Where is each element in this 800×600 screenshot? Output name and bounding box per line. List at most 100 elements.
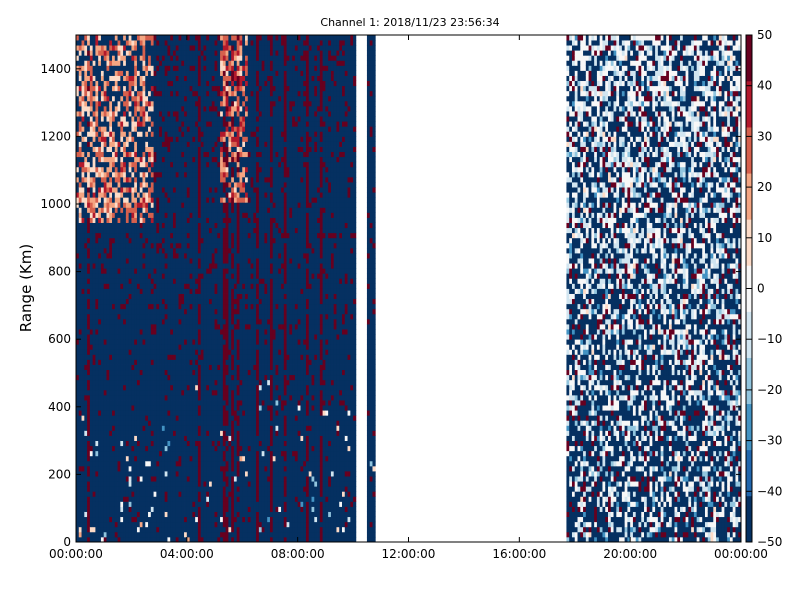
heatmap-cell <box>203 126 207 132</box>
heatmap-cell <box>125 70 130 76</box>
heatmap-cell <box>145 187 149 193</box>
heatmap-cell <box>189 253 193 259</box>
heatmap-cell <box>106 339 110 345</box>
heatmap-cell <box>181 460 185 467</box>
heatmap-cell <box>178 476 182 482</box>
heatmap-cell <box>139 425 143 431</box>
heatmap-cell <box>98 197 102 203</box>
heatmap-cell <box>78 121 82 127</box>
heatmap-cell <box>172 156 177 163</box>
heatmap-cell <box>153 85 157 92</box>
heatmap-cell <box>195 400 199 406</box>
heatmap-cell <box>206 85 210 92</box>
heatmap-cell <box>87 496 91 502</box>
heatmap-cell <box>92 536 96 543</box>
heatmap-cell <box>142 237 146 244</box>
heatmap-cell <box>192 465 196 472</box>
heatmap-cell <box>139 298 143 305</box>
heatmap-cell <box>192 70 196 76</box>
heatmap-cell <box>211 141 215 147</box>
heatmap-cell <box>78 531 82 538</box>
heatmap-cell <box>117 334 121 340</box>
heatmap-cell <box>89 308 94 315</box>
heatmap-cell <box>206 526 210 533</box>
heatmap-cell <box>98 349 102 355</box>
heatmap-cell <box>81 303 85 310</box>
heatmap-cell <box>159 80 163 87</box>
heatmap-cell <box>159 65 163 71</box>
heatmap-cell <box>164 415 168 421</box>
heatmap-cell <box>209 141 213 147</box>
heatmap-cell <box>120 207 124 213</box>
heatmap-cell <box>125 308 130 315</box>
heatmap-cell <box>175 369 179 376</box>
heatmap-cell <box>89 521 94 528</box>
heatmap-cell <box>117 410 121 416</box>
heatmap-cell <box>150 521 154 528</box>
heatmap-cell <box>192 55 196 61</box>
heatmap-cell <box>128 410 132 416</box>
heatmap-cell <box>184 268 188 274</box>
heatmap-cell <box>78 70 82 76</box>
heatmap-cell <box>120 334 124 340</box>
heatmap-cell <box>148 308 152 315</box>
heatmap-cell <box>150 55 154 61</box>
heatmap-cell <box>156 511 160 518</box>
heatmap-cell <box>76 471 80 477</box>
heatmap-cell <box>192 374 196 381</box>
heatmap-cell <box>106 415 110 421</box>
heatmap-cell <box>206 222 210 229</box>
heatmap-cell <box>175 151 179 158</box>
heatmap-cell <box>200 501 204 507</box>
heatmap-cell <box>95 273 99 279</box>
heatmap-cell <box>161 232 166 239</box>
heatmap-cell <box>100 80 105 87</box>
heatmap-cell <box>148 430 152 436</box>
heatmap-cell <box>161 476 166 482</box>
heatmap-cell <box>89 40 94 46</box>
heatmap-cell <box>192 253 196 259</box>
heatmap-cell <box>125 450 130 457</box>
heatmap-cell <box>81 131 85 137</box>
heatmap-cell <box>136 465 141 472</box>
heatmap-cell <box>197 227 202 234</box>
heatmap-cell <box>172 90 177 97</box>
heatmap-cell <box>106 334 110 340</box>
heatmap-cell <box>209 471 213 477</box>
heatmap-cell <box>84 151 88 158</box>
heatmap-cell <box>161 85 166 92</box>
heatmap-cell <box>92 526 96 533</box>
heatmap-cell <box>211 293 215 300</box>
heatmap-cell <box>131 334 135 340</box>
heatmap-cell <box>167 207 171 213</box>
heatmap-cell <box>159 283 163 289</box>
heatmap-cell <box>95 55 99 61</box>
heatmap-cell <box>192 496 196 502</box>
heatmap-cell <box>131 521 135 528</box>
heatmap-cell <box>139 354 143 360</box>
heatmap-cell <box>106 232 110 239</box>
heatmap-cell <box>178 182 182 188</box>
heatmap-cell <box>84 65 88 71</box>
heatmap-cell <box>145 394 149 401</box>
heatmap-cell <box>89 202 94 208</box>
heatmap-cell <box>184 354 188 360</box>
heatmap-cell <box>209 126 213 132</box>
heatmap-cell <box>84 212 88 218</box>
heatmap-cell <box>148 476 152 482</box>
heatmap-cell <box>145 182 149 188</box>
heatmap-cell <box>195 369 199 376</box>
heatmap-cell <box>95 293 99 300</box>
heatmap-cell <box>161 455 166 462</box>
heatmap-cell <box>186 242 190 249</box>
heatmap-cell <box>164 207 168 213</box>
heatmap-cell <box>139 111 143 117</box>
heatmap-cell <box>128 501 132 507</box>
heatmap-cell <box>128 369 132 376</box>
heatmap-cell <box>164 471 168 477</box>
heatmap-cell <box>109 344 113 350</box>
heatmap-cell <box>109 283 113 289</box>
heatmap-cell <box>170 121 174 127</box>
heatmap-cell <box>106 146 110 153</box>
heatmap-cell <box>145 232 149 239</box>
